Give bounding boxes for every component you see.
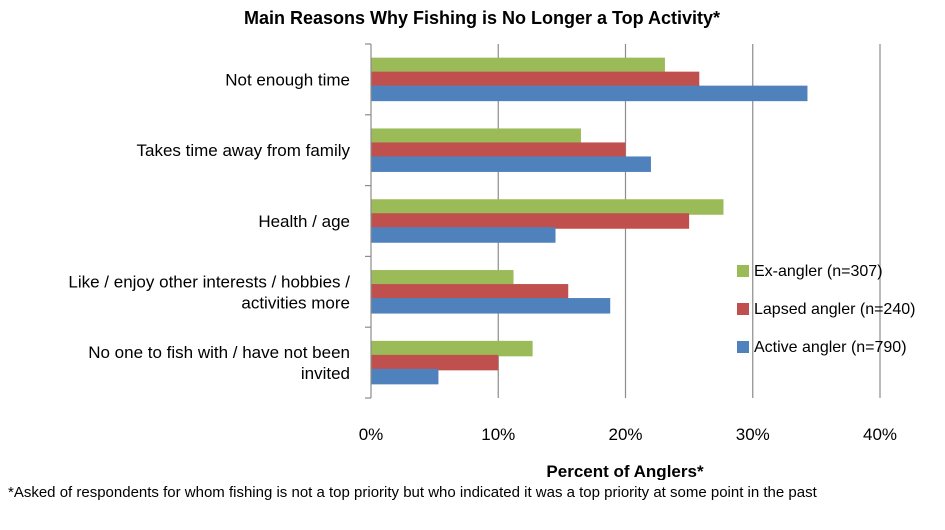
x-tick-label: 0%	[359, 425, 384, 444]
category-label: Takes time away from family	[137, 141, 351, 160]
x-tick-label: 20%	[608, 425, 642, 444]
category-label: invited	[301, 364, 350, 383]
bars	[371, 57, 808, 385]
bar	[371, 128, 581, 144]
category-label: Not enough time	[225, 70, 350, 89]
legend-entry: Active angler (n=790)	[754, 339, 907, 356]
bar	[371, 354, 499, 371]
category-label: Health / age	[258, 212, 350, 231]
bar	[371, 142, 626, 158]
legend-swatch	[737, 341, 749, 353]
x-tick-label: 40%	[863, 425, 897, 444]
legend: Ex-angler (n=307) Lapsed angler (n=240) Ac…	[737, 263, 915, 356]
bar	[371, 71, 700, 88]
bar	[371, 85, 808, 102]
x-tick-labels: 0% 10% 20% 30% 40%	[359, 425, 897, 444]
y-axis	[365, 43, 372, 399]
x-tick-label: 30%	[736, 425, 770, 444]
legend-entry: Ex-angler (n=307)	[754, 263, 883, 280]
bar	[371, 156, 651, 172]
bar	[371, 298, 611, 314]
category-labels: Not enough time Takes time away from fami…	[68, 70, 350, 383]
footnote: *Asked of respondents for whom fishing i…	[8, 484, 817, 501]
x-axis-label: Percent of Anglers*	[546, 462, 704, 480]
bar	[371, 227, 556, 243]
bar	[371, 57, 665, 74]
chart: Main Reasons Why Fishing is No Longer a …	[68, 8, 915, 480]
bar	[371, 284, 569, 300]
chart-title: Main Reasons Why Fishing is No Longer a …	[244, 8, 720, 28]
legend-entry: Lapsed angler (n=240)	[754, 301, 915, 318]
legend-swatch	[737, 303, 749, 315]
bar	[371, 270, 514, 286]
category-label: No one to fish with / have not been	[88, 343, 350, 362]
bar	[371, 368, 439, 385]
bar	[371, 340, 533, 357]
legend-swatch	[737, 265, 749, 277]
x-tick-label: 10%	[481, 425, 515, 444]
bar	[371, 213, 690, 229]
bar	[371, 199, 724, 215]
category-label: Like / enjoy other interests / hobbies /	[68, 272, 350, 291]
category-label: activities more	[241, 293, 350, 312]
